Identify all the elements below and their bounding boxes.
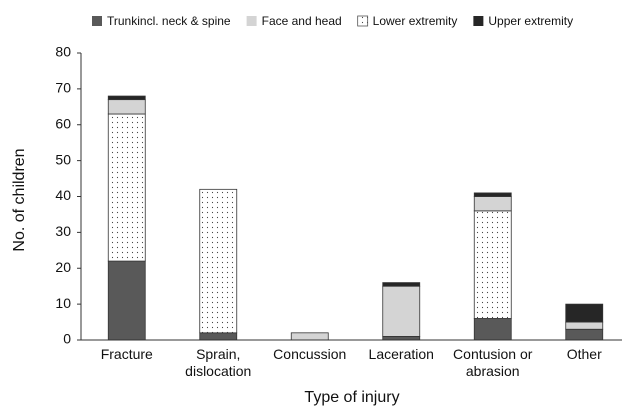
- x-tick-label: Other: [566, 346, 602, 362]
- y-tick-label: 10: [55, 295, 71, 311]
- bar-segment: [290, 332, 329, 341]
- bar-segment: [565, 303, 604, 323]
- x-tick-label: Sprain, dislocation: [185, 346, 252, 379]
- bar-segment: [382, 285, 421, 337]
- y-tick-label: 80: [55, 44, 71, 60]
- y-tick-label: 60: [55, 115, 71, 131]
- x-axis-title: Type of injury: [304, 389, 399, 406]
- y-tick-label: 0: [63, 331, 71, 347]
- y-tick-label: 50: [55, 151, 71, 167]
- legend-label: Upper extremity: [488, 14, 573, 28]
- legend-label: Trunkincl. neck & spine: [107, 14, 231, 28]
- legend-label: Lower extremity: [373, 14, 458, 28]
- legend-swatch: [357, 15, 369, 27]
- x-tick-label: Fracture: [100, 346, 153, 362]
- bar-segment: [199, 332, 238, 341]
- bar-segment: [107, 113, 146, 262]
- bar-segment: [107, 260, 146, 341]
- bar-segment: [107, 95, 146, 101]
- x-tick-label: Laceration: [368, 346, 434, 362]
- y-tick-label: 30: [55, 223, 71, 239]
- bar-segment: [199, 188, 238, 334]
- y-tick-label: 20: [55, 259, 71, 275]
- legend-swatch: [246, 16, 257, 26]
- x-tick-label: Concussion: [273, 346, 347, 362]
- legend-label: Face and head: [262, 14, 342, 28]
- bar-segment: [382, 336, 421, 341]
- legend-swatch: [92, 16, 102, 26]
- bar-segment: [565, 328, 604, 341]
- bar-segment: [382, 282, 421, 287]
- x-tick-label: Contusion or abrasion: [453, 346, 533, 379]
- y-axis-title: No. of children: [11, 148, 28, 251]
- bar-segment: [473, 210, 512, 319]
- bar-segment: [473, 196, 512, 212]
- bar-segment: [107, 99, 146, 115]
- bar-segment: [473, 192, 512, 197]
- y-tick-label: 70: [55, 80, 71, 96]
- bar-segment: [473, 318, 512, 341]
- y-tick-label: 40: [55, 187, 71, 203]
- bar-segment: [565, 321, 604, 330]
- legend-swatch: [473, 16, 484, 26]
